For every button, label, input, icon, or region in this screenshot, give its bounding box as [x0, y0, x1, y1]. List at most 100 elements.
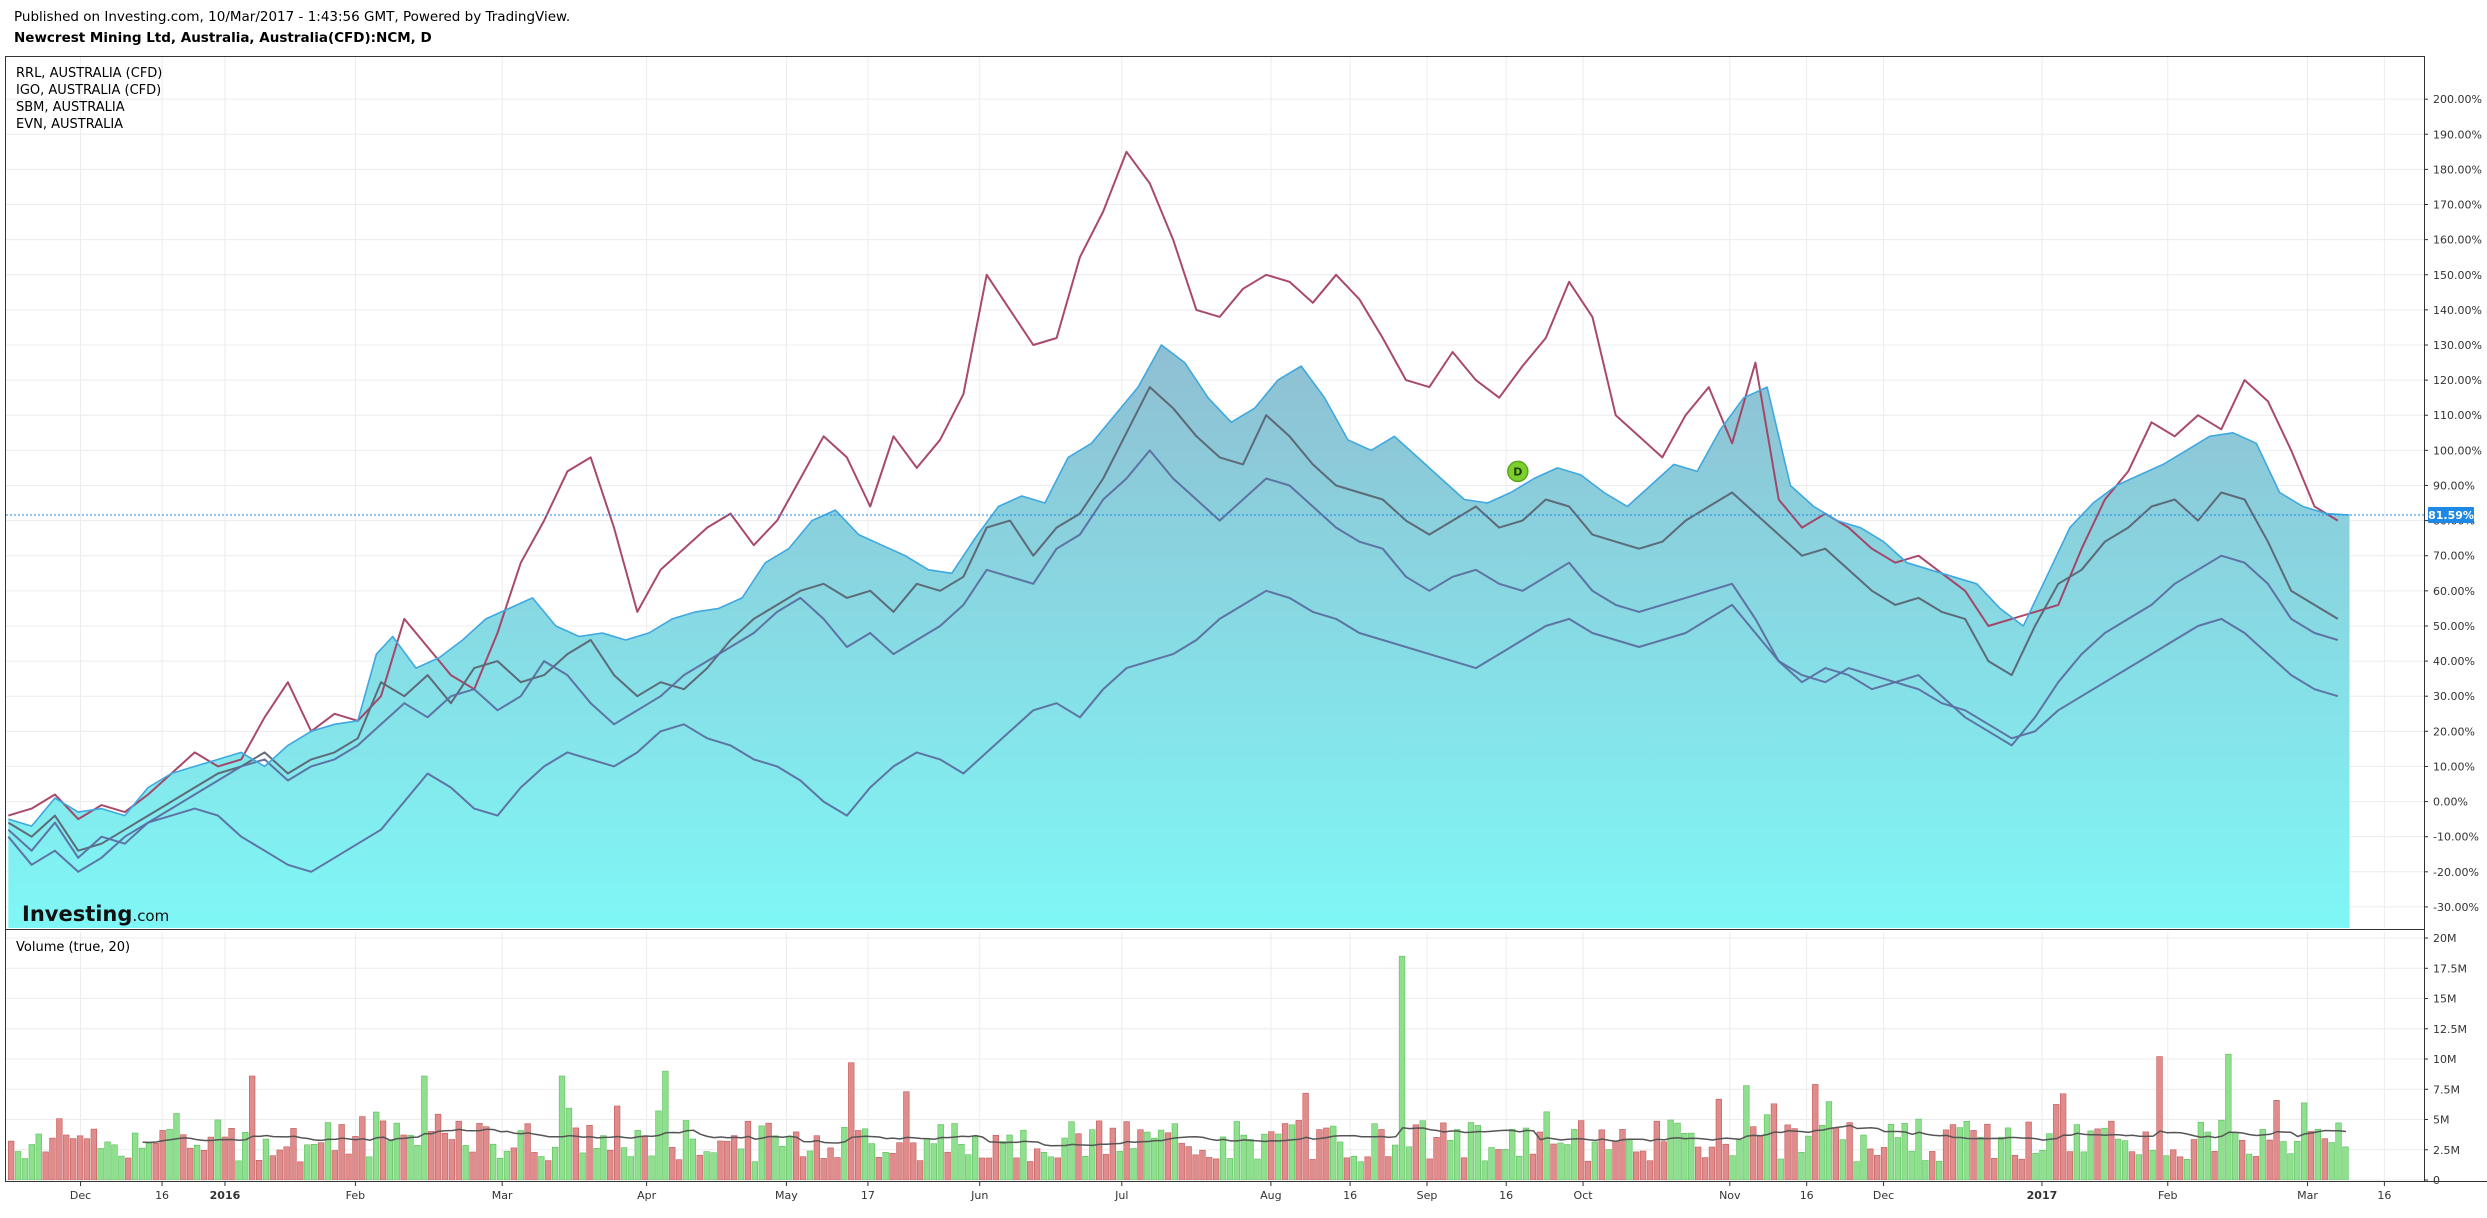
volume-bar [1171, 1123, 1178, 1180]
volume-bar [132, 1132, 139, 1180]
volume-bar [1887, 1124, 1895, 1180]
legend-rrl[interactable]: RRL, AUSTRALIA (CFD) [16, 66, 162, 81]
volume-bar [421, 1075, 428, 1180]
price-tick-label: 140.00% [2433, 304, 2482, 317]
volume-bar [1109, 1127, 1116, 1180]
time-scale[interactable]: Dec 16 2016 Feb Mar Apr May 17 Jun Jul Aug 16 Sep 16 O… [70, 1181, 2392, 1202]
volume-bar [2321, 1138, 2328, 1180]
volume-bar [1116, 1151, 1123, 1180]
volume-bar [1729, 1155, 1736, 1180]
volume-bar [2087, 1130, 2094, 1180]
volume-bar [1998, 1136, 2005, 1180]
volume-bar [207, 1136, 214, 1180]
volume-bar [2011, 1155, 2019, 1180]
legend-igo[interactable]: IGO, AUSTRALIA (CFD) [16, 83, 161, 98]
volume-bar [971, 1136, 979, 1180]
series-line-rrl [8, 150, 2339, 821]
volume-bar [1929, 1151, 1936, 1180]
volume-bar [2280, 1141, 2287, 1180]
volume-bar [744, 1120, 752, 1180]
volume-bar [1695, 1146, 1702, 1180]
volume-bar [1825, 1101, 1833, 1180]
volume-bar [1880, 1147, 1888, 1180]
dividend-marker[interactable]: D [1507, 460, 1529, 483]
volume-bar [1219, 1136, 1227, 1180]
volume-bar [283, 1146, 290, 1180]
volume-bar [1667, 1119, 1674, 1180]
logo-main: Investing [22, 902, 132, 926]
volume-bar [1502, 1149, 1509, 1180]
volume-bar [538, 1156, 545, 1180]
volume-bar [1874, 1155, 1881, 1180]
price-tick-label: 200.00% [2433, 93, 2482, 106]
legend-evn[interactable]: EVN, AUSTRALIA [16, 117, 123, 132]
volume-bar [786, 1136, 793, 1180]
volume-bar [682, 1120, 690, 1180]
time-tick-label: Oct [1574, 1189, 1594, 1202]
volume-bar [1192, 1154, 1199, 1180]
volume-bar [1591, 1141, 1598, 1180]
price-tick-label: 150.00% [2433, 269, 2482, 282]
volume-bar [1516, 1155, 1523, 1180]
volume-bar [730, 1135, 738, 1180]
volume-bar [586, 1125, 593, 1180]
volume-bar [63, 1134, 70, 1180]
volume-bar [400, 1134, 407, 1180]
volume-bar [1199, 1149, 1206, 1180]
volume-bar [545, 1160, 552, 1180]
time-tick-label: Dec [70, 1189, 91, 1202]
volume-bar [613, 1105, 621, 1180]
volume-scale[interactable]: 20M 17.5M 15M 12.5M 10M 7.5M 5M 2.5M 0 [2424, 932, 2467, 1187]
time-tick-label: 2016 [210, 1189, 241, 1202]
volume-bar [1784, 1124, 1791, 1180]
volume-bar [249, 1075, 256, 1180]
volume-tick-label: 7.5M [2433, 1083, 2460, 1096]
volume-bar [1013, 1157, 1020, 1180]
volume-bar [978, 1157, 986, 1180]
volume-bar [2135, 1154, 2142, 1180]
time-tick-label: 2017 [2027, 1189, 2058, 1202]
volume-bar [1309, 1159, 1316, 1180]
volume-bar [1839, 1139, 1846, 1180]
volume-bar [1213, 1158, 1220, 1180]
volume-bar [14, 1151, 22, 1180]
volume-bar [2204, 1131, 2211, 1180]
volume-bar [2156, 1056, 2163, 1180]
volume-bar [1708, 1146, 1716, 1180]
volume-bar [1054, 1157, 1061, 1180]
volume-bar [607, 1149, 614, 1180]
volume-tick-label: 2.5M [2433, 1144, 2460, 1157]
volume-bar [703, 1151, 710, 1180]
volume-bar [310, 1144, 318, 1180]
volume-bar [2004, 1127, 2012, 1180]
volume-bar [1233, 1121, 1240, 1180]
volume-bar [2039, 1150, 2046, 1180]
volume-tick-label: 12.5M [2433, 1023, 2467, 1036]
volume-bar [1357, 1161, 1364, 1180]
volume-bar [1302, 1092, 1309, 1180]
volume-bar [2177, 1156, 2184, 1180]
volume-bar [1564, 1144, 1571, 1180]
volume-bar [2328, 1142, 2335, 1180]
volume-bar [235, 1160, 242, 1180]
volume-bar [1522, 1127, 1530, 1180]
volume-bar [1646, 1160, 1654, 1180]
volume-bar [324, 1122, 332, 1180]
volume-bar [1137, 1129, 1144, 1180]
volume-bar [455, 1120, 462, 1180]
volume-bar [1185, 1146, 1192, 1180]
volume-bar [1240, 1134, 1247, 1180]
legend-sbm[interactable]: SBM, AUSTRALIA [16, 100, 125, 115]
time-tick-label: Aug [1260, 1189, 1281, 1202]
volume-bar [90, 1128, 97, 1180]
volume-bar [1020, 1129, 1027, 1180]
volume-bar [503, 1150, 511, 1180]
volume-bar [655, 1110, 662, 1180]
price-scale[interactable]: 200.00% 190.00% 180.00% 170.00% 160.00% 150.0… [2424, 93, 2482, 914]
volume-bar [792, 1131, 800, 1180]
volume-bar [386, 1140, 393, 1180]
volume-bar [214, 1119, 221, 1180]
volume-bar [145, 1143, 152, 1180]
volume-bar [1488, 1147, 1495, 1180]
